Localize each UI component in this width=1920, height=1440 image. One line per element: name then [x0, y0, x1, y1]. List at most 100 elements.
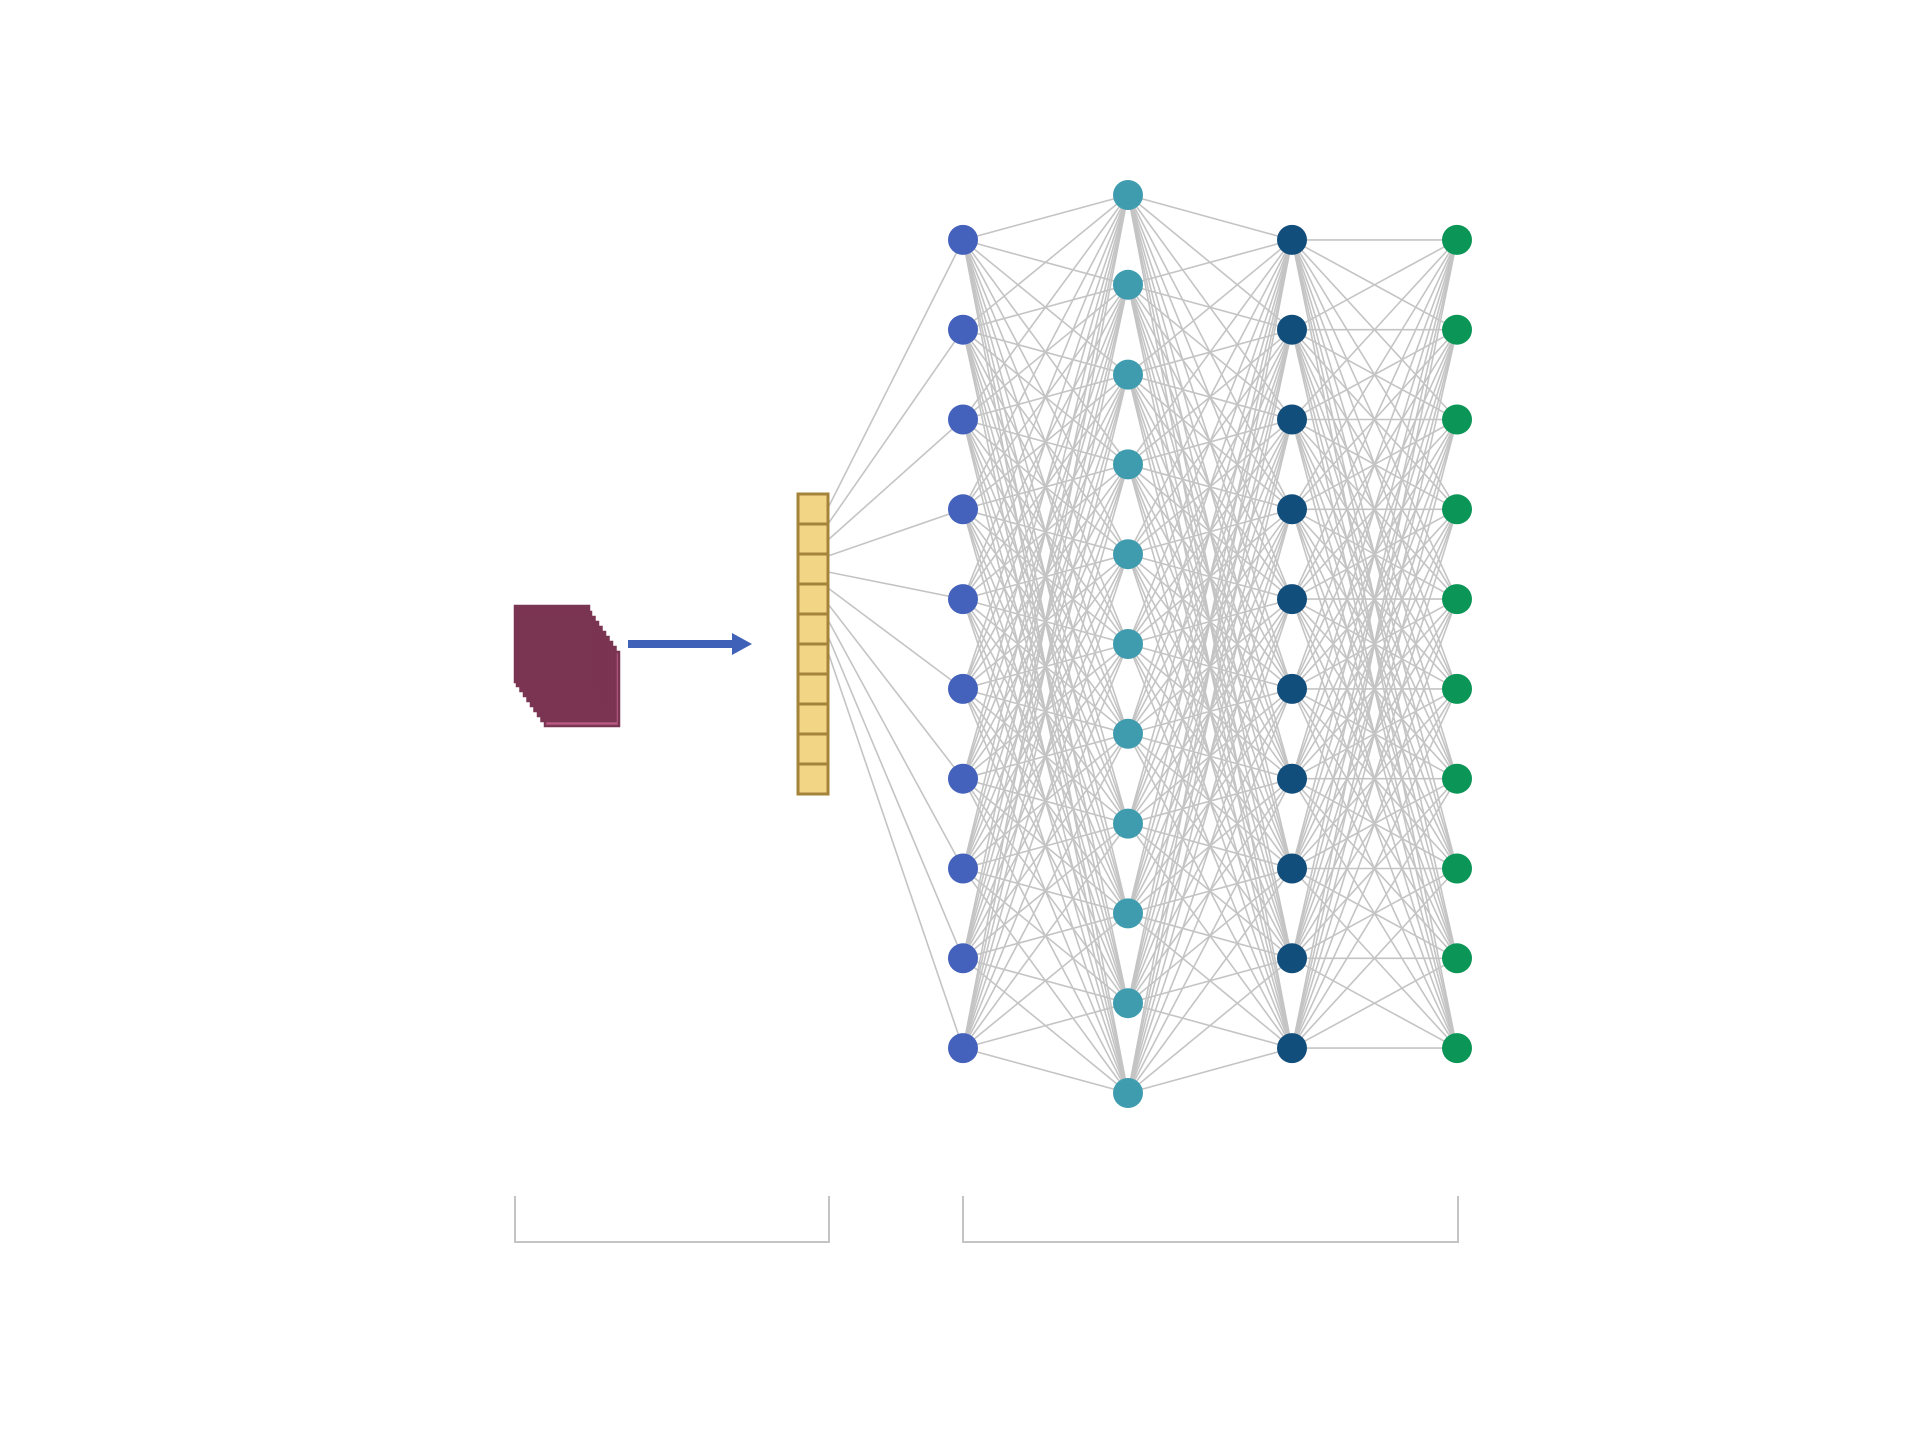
vector-links-group	[827, 239, 964, 1049]
connection-line	[1291, 957, 1458, 1049]
vector-cell	[796, 642, 830, 676]
connection-line	[1127, 239, 1293, 824]
layer-2-node	[1113, 898, 1143, 929]
connection-line	[1291, 239, 1458, 690]
connection-line	[1291, 419, 1458, 1049]
vector-link-line	[827, 239, 964, 509]
vector-cell	[796, 522, 830, 556]
connection-line	[1127, 688, 1293, 1094]
connection-line	[962, 194, 1129, 420]
vector-cell	[796, 612, 830, 646]
connection-line	[1127, 778, 1293, 1094]
layer-1-node	[948, 1033, 978, 1064]
layer-3-node	[1277, 673, 1307, 704]
flatten-arrow	[628, 633, 752, 655]
layer-3-node	[1277, 584, 1307, 615]
connection-line	[962, 733, 1129, 1049]
connection-line	[1291, 239, 1458, 600]
layer-4-node	[1442, 673, 1472, 704]
connection-line	[1127, 239, 1293, 914]
connection-line	[962, 194, 1129, 1049]
layer-4-node	[1442, 853, 1472, 884]
connection-line	[1291, 329, 1458, 1049]
connection-line	[1127, 509, 1293, 1094]
vector-link-line	[827, 619, 964, 869]
connection-line	[1291, 867, 1458, 1049]
layer-4-node	[1442, 763, 1472, 794]
layer-4-node	[1442, 943, 1472, 974]
connection-line	[1291, 509, 1458, 1049]
connection-line	[1127, 239, 1293, 465]
connection-line	[1291, 239, 1458, 331]
connection-line	[962, 1047, 1129, 1094]
layer-2-node	[1113, 988, 1143, 1019]
connection-line	[962, 374, 1129, 1049]
layer-2-node	[1113, 449, 1143, 480]
brackets-group	[514, 1196, 1459, 1243]
layer-3-node	[1277, 763, 1307, 794]
flatten-vector	[796, 492, 830, 796]
arrow-head	[732, 633, 752, 655]
layer-3-node	[1277, 853, 1307, 884]
connection-line	[962, 194, 1129, 779]
layer-2-node	[1113, 180, 1143, 210]
vector-link-line	[827, 635, 964, 959]
connection-line	[1291, 239, 1458, 421]
vector-cell	[796, 552, 830, 586]
layer-3-node	[1277, 314, 1307, 345]
vector-cell	[796, 702, 830, 736]
connection-line	[1127, 329, 1293, 1094]
connection-line	[1127, 239, 1293, 735]
connection-line	[1127, 239, 1293, 555]
connection-line	[1127, 239, 1293, 1004]
layer-2-node	[1113, 718, 1143, 749]
connection-line	[1127, 239, 1293, 1094]
connection-line	[1291, 239, 1458, 959]
connection-line	[962, 194, 1129, 690]
connection-line	[1291, 239, 1458, 510]
connection-line	[962, 194, 1129, 600]
connection-line	[962, 194, 1129, 331]
connection-line	[1291, 688, 1458, 1049]
connection-line	[962, 823, 1129, 1049]
connection-line	[1127, 1047, 1293, 1094]
layer-1-node	[948, 763, 978, 794]
connection-line	[1127, 239, 1293, 376]
vector-link-line	[827, 329, 964, 525]
connection-line	[962, 643, 1129, 1049]
connection-line	[962, 464, 1129, 1049]
vector-link-line	[827, 651, 964, 1049]
nodes-group	[948, 180, 1472, 1108]
feature-extraction-bracket	[514, 1196, 830, 1243]
layer-2-node	[1113, 269, 1143, 300]
layer-4-node	[1442, 314, 1472, 345]
layer-4-node	[1442, 584, 1472, 615]
layer-4-node	[1442, 224, 1472, 255]
connection-line	[962, 194, 1129, 510]
vector-link-line	[827, 571, 964, 600]
layer-1-node	[948, 853, 978, 884]
connection-line	[1291, 598, 1458, 1049]
layer-1-node	[948, 943, 978, 974]
vector-link-line	[827, 603, 964, 780]
connection-line	[1127, 239, 1293, 645]
arrow-shaft	[628, 640, 734, 648]
layer-1-node	[948, 404, 978, 435]
classification-bracket	[962, 1196, 1459, 1243]
layer-4-node	[1442, 404, 1472, 435]
connection-line	[962, 284, 1129, 1049]
connection-line	[962, 553, 1129, 1049]
connection-line	[962, 194, 1129, 241]
connection-line	[1291, 239, 1458, 779]
vector-cell	[796, 672, 830, 706]
layer-4-node	[1442, 1033, 1472, 1064]
connection-line	[1291, 778, 1458, 1049]
vector-link-line	[827, 587, 964, 690]
connection-line	[1127, 194, 1293, 241]
vector-link-line	[827, 508, 964, 557]
connection-line	[1127, 239, 1293, 286]
connection-line	[1127, 419, 1293, 1094]
connection-line	[1127, 598, 1293, 1094]
